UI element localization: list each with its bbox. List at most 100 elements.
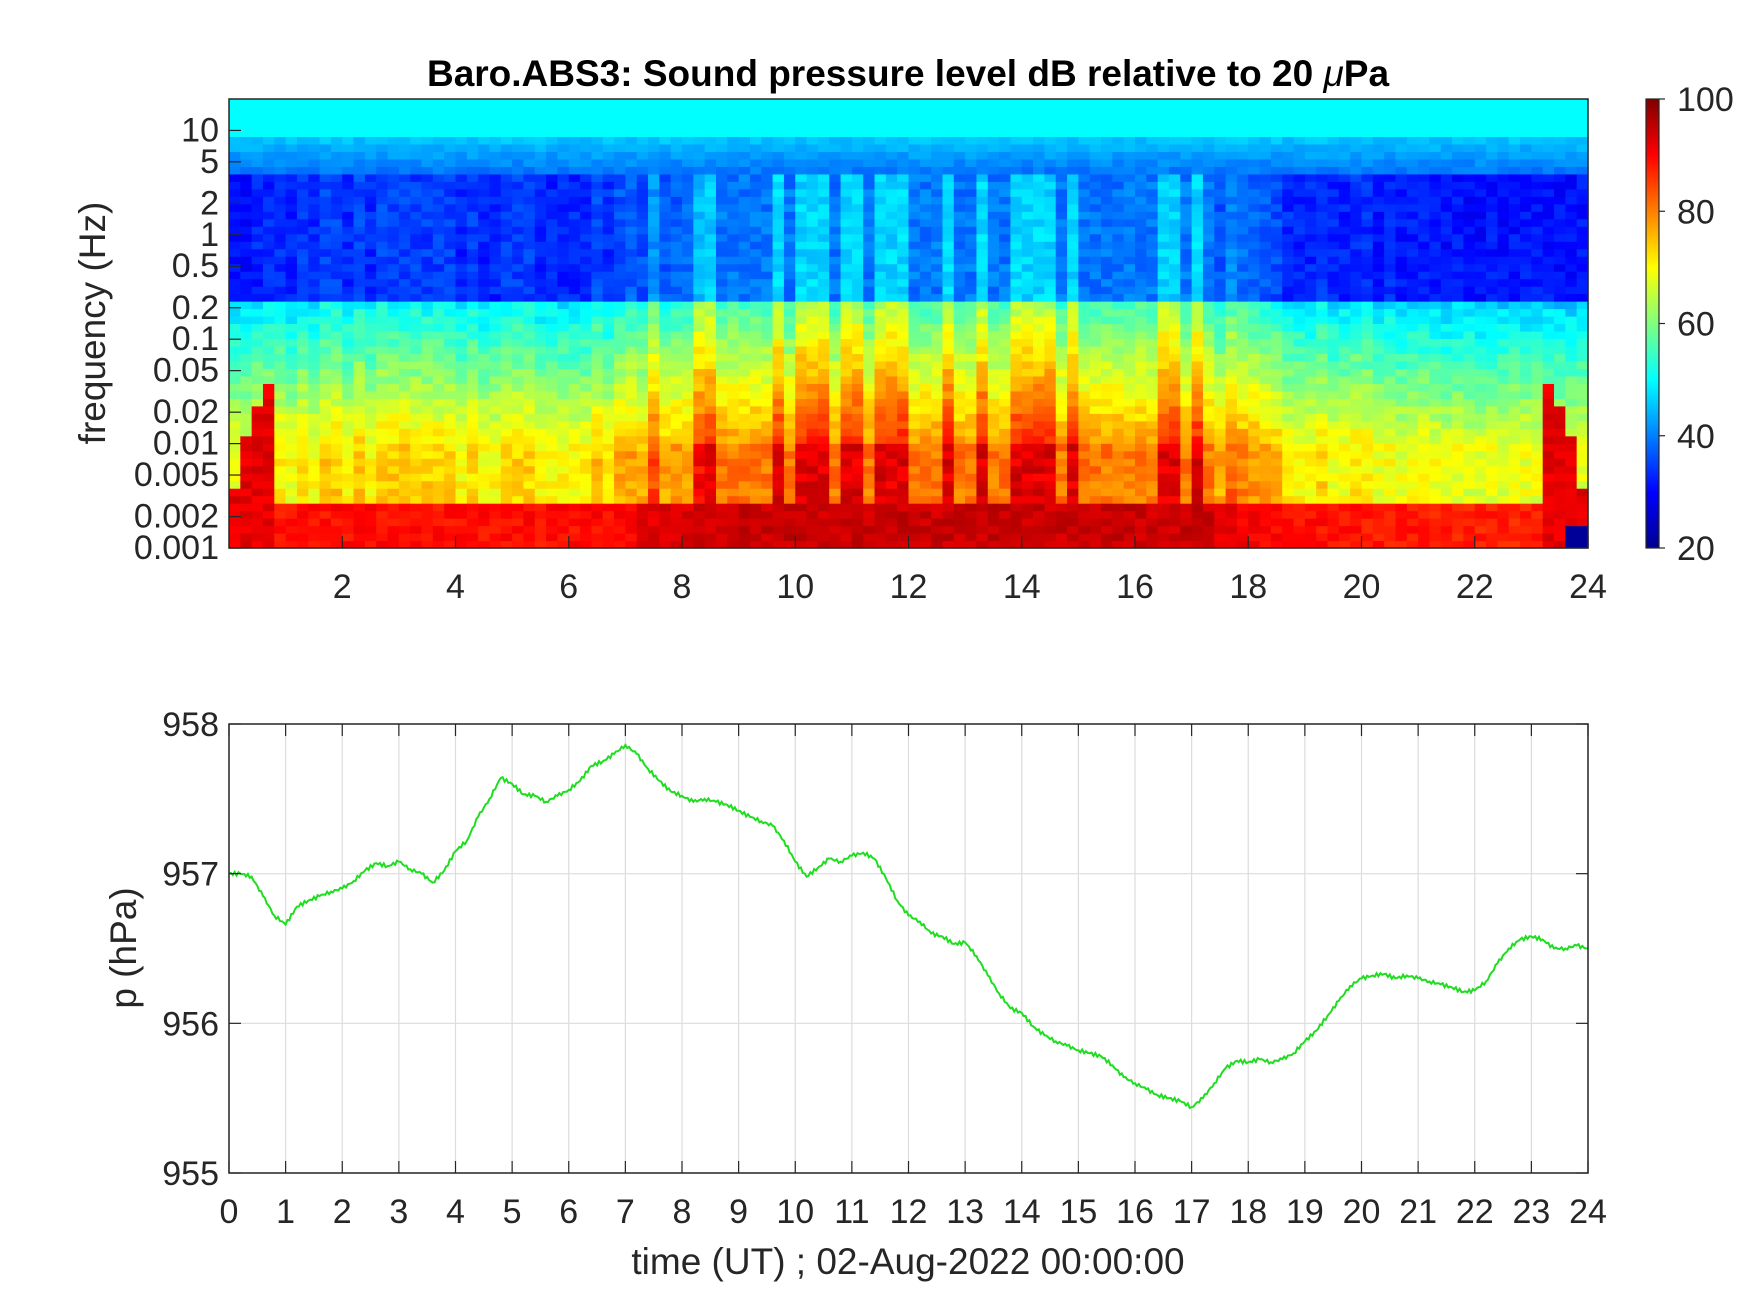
heatmap-cell [342,248,355,257]
heatmap-cell [749,121,762,130]
heatmap-cell [568,173,581,182]
heatmap-cell [1135,128,1147,138]
heatmap-cell [364,405,377,414]
heatmap-cell [398,510,411,519]
heatmap-cell [342,181,355,190]
heatmap-cell [602,106,615,115]
heatmap-cell [625,248,638,257]
heatmap-cell [999,368,1012,377]
heatmap-cell [546,256,559,265]
heatmap-cell [274,525,287,534]
heatmap-cell [353,158,366,167]
heatmap-cell [727,518,740,527]
heatmap-cell [421,525,434,534]
heatmap-cell [1021,540,1034,549]
heatmap-cell [296,113,309,123]
heatmap-cell [1112,286,1125,295]
heatmap-cell [1067,226,1079,235]
heatmap-cell [659,368,672,377]
heatmap-cell [659,435,672,444]
heatmap-cell [1078,143,1091,152]
heatmap-cell [625,203,638,212]
heatmap-cell [772,518,785,527]
heatmap-cell [885,301,898,310]
heatmap-cell [704,435,717,444]
heatmap-cell [410,271,423,280]
heatmap-cell [874,495,887,504]
heatmap-cell [432,495,445,504]
heatmap-cell [1033,428,1046,437]
heatmap-cell [727,435,740,444]
heatmap-cell [749,465,762,474]
heatmap-cell [1033,495,1046,504]
heatmap-cell [670,113,683,123]
heatmap-cell [296,420,309,429]
heatmap-cell [682,128,694,138]
heatmap-cell [1067,383,1079,392]
heatmap-cell [987,173,1000,182]
heatmap-cell [444,226,457,235]
heatmap-cell [523,301,536,310]
heatmap-cell [534,443,547,452]
heatmap-cell [500,435,513,444]
heatmap-cell [274,473,287,482]
heatmap-cell [874,143,887,152]
heatmap-cell [376,435,389,444]
heatmap-cell [1123,293,1136,302]
heatmap-cell [693,211,706,220]
heatmap-cell [1033,398,1046,407]
heatmap-cell [1101,248,1113,257]
heatmap-cell [772,458,785,467]
heatmap-cell [308,518,321,527]
heatmap-cell [1112,405,1125,414]
heatmap-cell [455,510,468,519]
heatmap-cell [908,128,921,138]
heatmap-cell [885,151,898,160]
heatmap-cell [1044,443,1057,452]
heatmap-cell [580,518,592,527]
heatmap-cell [251,218,264,227]
heatmap-cell [999,308,1012,317]
heatmap-cell [455,435,468,444]
heatmap-cell [387,316,400,325]
heatmap-cell [715,413,728,422]
heatmap-cell [500,203,513,212]
heatmap-cell [840,166,853,175]
heatmap-cell [546,301,559,310]
heatmap-cell [364,428,377,437]
heatmap-cell [727,458,740,467]
heatmap-cell [783,226,796,235]
heatmap-cell [614,405,626,414]
heatmap-cell [795,473,808,482]
heatmap-cell [840,488,853,497]
heatmap-cell [682,166,694,175]
heatmap-cell [806,263,819,272]
heatmap-cell [580,525,592,534]
heatmap-cell [817,278,830,287]
heatmap-cell [274,510,287,519]
heatmap-cell [534,435,547,444]
heatmap-cell [942,495,955,504]
heatmap-cell [1067,316,1079,325]
heatmap-cell [806,218,819,227]
heatmap-cell [749,428,762,437]
heatmap-cell [240,143,253,152]
heatmap-cell [670,405,683,414]
heatmap-cell [500,286,513,295]
heatmap-cell [874,106,887,115]
heatmap-cell [682,143,694,152]
heatmap-cell [444,435,457,444]
heatmap-cell [851,196,864,205]
heatmap-cell [251,345,264,355]
heatmap-cell [376,286,389,295]
heatmap-cell [648,256,660,265]
heatmap-cell [568,241,581,250]
heatmap-cell [512,495,525,504]
heatmap-cell [1157,450,1170,459]
heatmap-cell [330,218,343,227]
heatmap-cell [466,458,479,467]
heatmap-cell [489,181,502,190]
heatmap-cell [931,158,944,167]
heatmap-cell [1135,196,1147,205]
heatmap-cell [897,256,910,265]
